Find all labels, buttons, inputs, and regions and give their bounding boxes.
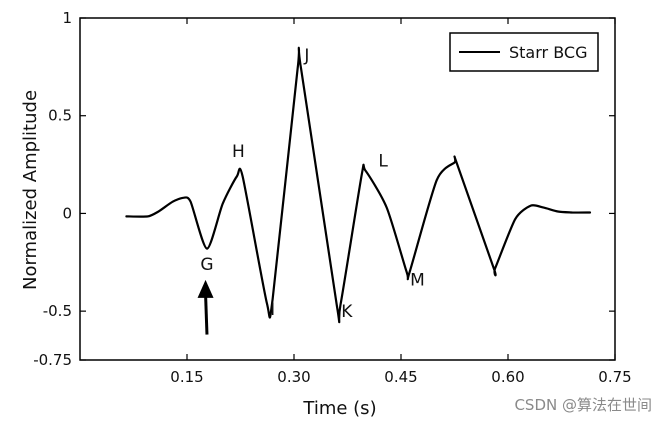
arrow-shaft	[204, 295, 209, 335]
x-tick-label: 0.60	[491, 368, 524, 386]
arrow-head-icon	[197, 279, 214, 298]
wave-label-h: H	[232, 142, 245, 162]
legend-label-starr-bcg: Starr BCG	[509, 43, 587, 62]
annotations: G H I J K L M	[197, 46, 425, 335]
x-tick-label: 0.45	[384, 368, 417, 386]
legend-box	[449, 32, 599, 72]
wave-label-k: K	[341, 302, 353, 322]
series-line-starr-bcg	[125, 46, 592, 324]
legend: Starr BCG	[449, 32, 599, 72]
series	[125, 46, 592, 324]
watermark-text: CSDN @算法在世间	[514, 396, 652, 414]
y-tick-label: 1	[62, 9, 72, 27]
x-tick-label: 0.30	[277, 368, 310, 386]
wave-label-j: J	[303, 46, 309, 66]
y-tick-label: -0.5	[43, 302, 72, 320]
wave-label-g: G	[200, 255, 213, 275]
x-tick-label: 0.15	[170, 368, 203, 386]
axes	[79, 17, 616, 361]
ticks: 0.15 0.30 0.45 0.60 0.75 -0.75 -0.5 0 0.5 1	[33, 9, 632, 386]
y-axis-label: Normalized Amplitude	[20, 90, 41, 290]
wave-label-l: L	[378, 152, 388, 172]
y-tick-label: 0.5	[48, 107, 72, 125]
y-tick-label: 0	[62, 204, 72, 222]
y-tick-label: -0.75	[33, 351, 72, 369]
x-axis-label: Time (s)	[302, 398, 376, 419]
plot-area-frame	[79, 17, 616, 361]
x-tick-label: 0.75	[598, 368, 631, 386]
wave-label-i: I	[270, 300, 275, 320]
wave-label-m: M	[410, 271, 425, 291]
